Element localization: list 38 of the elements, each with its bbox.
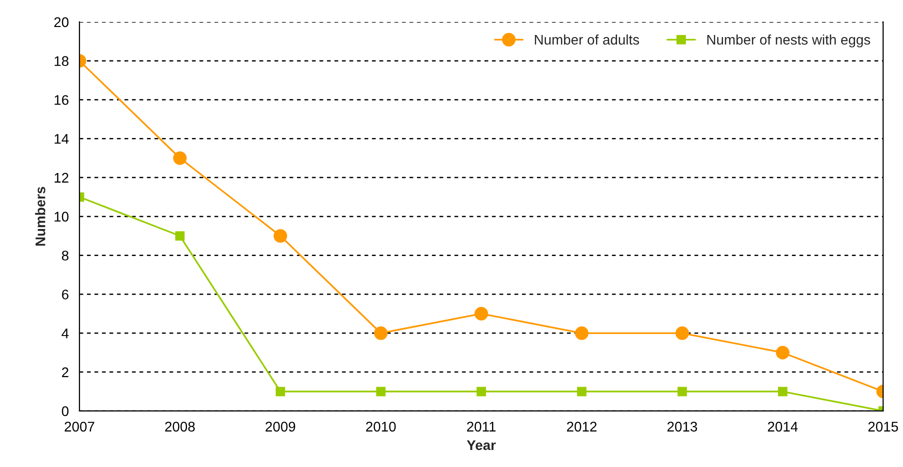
point [574,326,589,340]
y-tick-label: 8 [62,250,68,261]
y-tick-label: 16 [54,95,68,105]
y-tick-label: 20 [54,17,69,28]
point [276,386,286,396]
x-tick-label: 2009 [266,422,296,432]
x-tick-label: 2010 [366,422,396,432]
point [175,231,185,241]
y-tick-label: 12 [54,172,68,183]
y-axis-title: Numbers [35,186,46,246]
point [778,386,788,396]
x-tick-label: 2008 [165,422,195,432]
x-tick-label: 2011 [467,422,496,432]
point [274,229,288,243]
legend-label: Number of nests with eggs [707,34,870,48]
y-tick-label: 18 [54,56,68,66]
point [376,386,386,396]
y-tick-label: 10 [54,212,69,222]
x-tick-label: 2013 [667,422,698,432]
y-tick-label: 14 [54,134,69,144]
point [474,306,488,320]
point [577,386,586,396]
x-tick-label: 2007 [64,422,94,432]
x-tick-label: 2012 [567,422,597,432]
y-tick-label: 2 [62,367,68,378]
x-axis-title: Year [466,440,496,450]
y-tick-label: 4 [62,328,69,338]
y-tick-label: 0 [62,406,69,416]
point [675,326,689,340]
x-tick-label: 2015 [868,422,898,432]
y-tick-label: 6 [62,290,68,300]
point [476,386,486,396]
point [374,326,388,340]
x-tick-label: 2014 [768,422,798,432]
legend-label: Number of adults [534,34,640,45]
point [678,386,687,396]
point [173,151,187,165]
point [776,346,790,360]
